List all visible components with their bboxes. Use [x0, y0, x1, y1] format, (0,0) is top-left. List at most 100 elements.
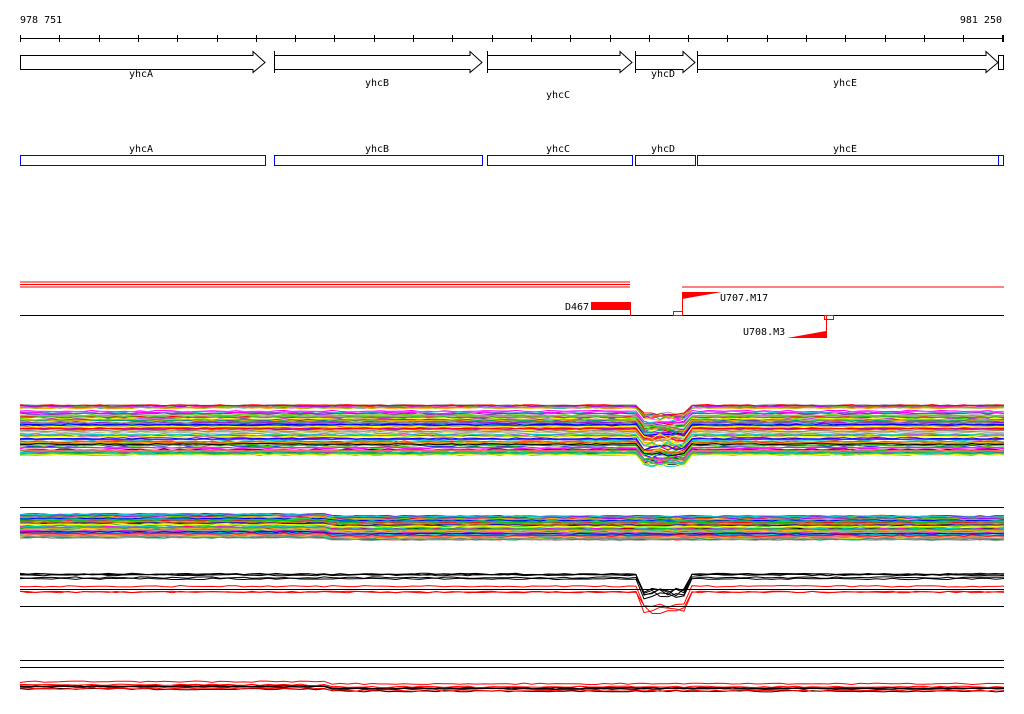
expression-trace: [19, 414, 1005, 427]
expression-trace: [19, 413, 1005, 428]
gene-arrow-shape: [697, 50, 999, 74]
expression-trace: [19, 449, 1005, 463]
expression-trace: [19, 526, 1005, 531]
gene-arrow-shape: [487, 50, 633, 74]
expression-trace: [19, 434, 1005, 448]
expression-trace: [19, 418, 1005, 432]
gene-fragment-box: [998, 155, 1004, 166]
feature-u708-triangle[interactable]: [787, 331, 826, 338]
expression-trace: [19, 429, 1005, 443]
expression-trace: [19, 532, 1005, 537]
expression-trace: [19, 410, 1004, 424]
expression-trace: [19, 419, 1005, 434]
expression-trace: [20, 450, 1005, 464]
expression-trace: [19, 452, 1005, 467]
gene-arrow-label: yhcD: [651, 69, 675, 80]
gene-box-yhcC[interactable]: yhcC: [487, 144, 633, 166]
expression-trace: [19, 518, 1005, 524]
gene-arrow-shape: [20, 50, 266, 74]
feature-u708-marker: [824, 315, 834, 320]
expression-trace: [19, 577, 1005, 600]
expression-trace: [19, 440, 1005, 455]
expression-trace: [19, 421, 1005, 436]
expression-trace: [19, 535, 1005, 540]
gene-arrow-shape: [274, 50, 483, 74]
expression-trace: [19, 442, 1005, 457]
gene-box-label: yhcE: [833, 144, 857, 155]
expression-trace: [19, 431, 1005, 445]
gene-box-label: yhcA: [129, 144, 153, 155]
feature-d467-block[interactable]: [591, 302, 630, 310]
gene-box-label: yhcB: [365, 144, 389, 155]
gene-arrow-yhcA[interactable]: yhcA: [20, 50, 266, 81]
gene-box-shape: [697, 155, 999, 166]
expression-trace: [19, 404, 1005, 419]
gene-box-shape: [20, 155, 266, 166]
expression-trace: [19, 572, 1005, 596]
gene-arrow-label: yhcA: [129, 69, 153, 80]
gene-arrow-yhcE[interactable]: yhcE: [697, 50, 999, 89]
feature-u708-label[interactable]: U708.M3: [743, 327, 785, 338]
gene-box-yhcD[interactable]: yhcD: [635, 144, 696, 166]
gene-box-shape: [487, 155, 633, 166]
gene-box-yhcA[interactable]: yhcA: [20, 144, 266, 166]
expression-trace: [19, 573, 1004, 596]
gene-arrow-label: yhcC: [546, 90, 570, 101]
gene-arrow-track: yhcA yhcB yhcC yhcD yhcE: [20, 50, 1004, 101]
gene-arrow-label: yhcE: [833, 78, 857, 89]
expression-trace: [19, 416, 1005, 431]
ruler-end-label: 981 250: [960, 15, 1002, 26]
expression-trace: [19, 516, 1005, 521]
expression-trace: [19, 446, 1005, 461]
gene-box-track: yhcA yhcB yhcC yhcD yhcE: [20, 144, 1004, 166]
expression-trace: [19, 520, 1005, 525]
gene-arrow-yhcC[interactable]: yhcC: [487, 50, 633, 101]
coordinate-ruler: [20, 35, 1004, 42]
expression-trace: [20, 687, 1005, 692]
expression-trace: [19, 530, 1005, 536]
expression-trace: [19, 437, 1005, 451]
gene-box-yhcB[interactable]: yhcB: [274, 144, 483, 166]
gene-box-label: yhcD: [651, 144, 675, 155]
feature-u707-label[interactable]: U707.M17: [720, 293, 768, 304]
expression-trace: [19, 590, 1005, 614]
ruler-start-label: 978 751: [20, 15, 62, 26]
expression-trace: [19, 453, 1005, 467]
expression-trace: [19, 683, 1005, 689]
expression-trace: [19, 524, 1005, 530]
gene-box-yhcE[interactable]: yhcE: [697, 144, 999, 166]
expression-trace: [19, 584, 1005, 608]
gene-arrow-yhcB[interactable]: yhcB: [274, 50, 483, 89]
expression-trace: [19, 517, 1004, 522]
feature-u707-marker: [673, 311, 683, 316]
expression-trace: [19, 425, 1005, 439]
gene-arrow-yhcD[interactable]: yhcD: [635, 50, 696, 80]
expression-trace: [19, 435, 1005, 450]
expression-trace: [19, 417, 1005, 431]
expression-trace: [19, 576, 1005, 598]
expression-trace: [19, 406, 1005, 419]
feature-d467-label[interactable]: D467: [565, 302, 589, 313]
expression-trace: [19, 527, 1005, 532]
gene-fragment: [998, 55, 1004, 70]
expression-trace: [19, 444, 1005, 457]
expression-trace: [19, 423, 1005, 437]
gene-box-shape: [274, 155, 483, 166]
expression-trace: [19, 680, 1005, 686]
expression-trace: [19, 453, 1005, 468]
expression-trace: [19, 513, 1005, 518]
expression-trace: [19, 523, 1005, 529]
expression-trace-tracks: [19, 403, 1005, 693]
gene-arrow-label: yhcB: [365, 78, 389, 89]
gene-arrow-shape: [635, 50, 696, 74]
feature-u707-triangle[interactable]: [682, 292, 722, 299]
expression-trace: [19, 590, 1005, 614]
expression-trace: [19, 685, 1005, 690]
expression-trace: [19, 427, 1005, 442]
expression-trace: [19, 432, 1005, 448]
gene-box-shape: [635, 155, 696, 166]
gene-box-label: yhcC: [546, 144, 570, 155]
expression-trace: [19, 411, 1005, 425]
